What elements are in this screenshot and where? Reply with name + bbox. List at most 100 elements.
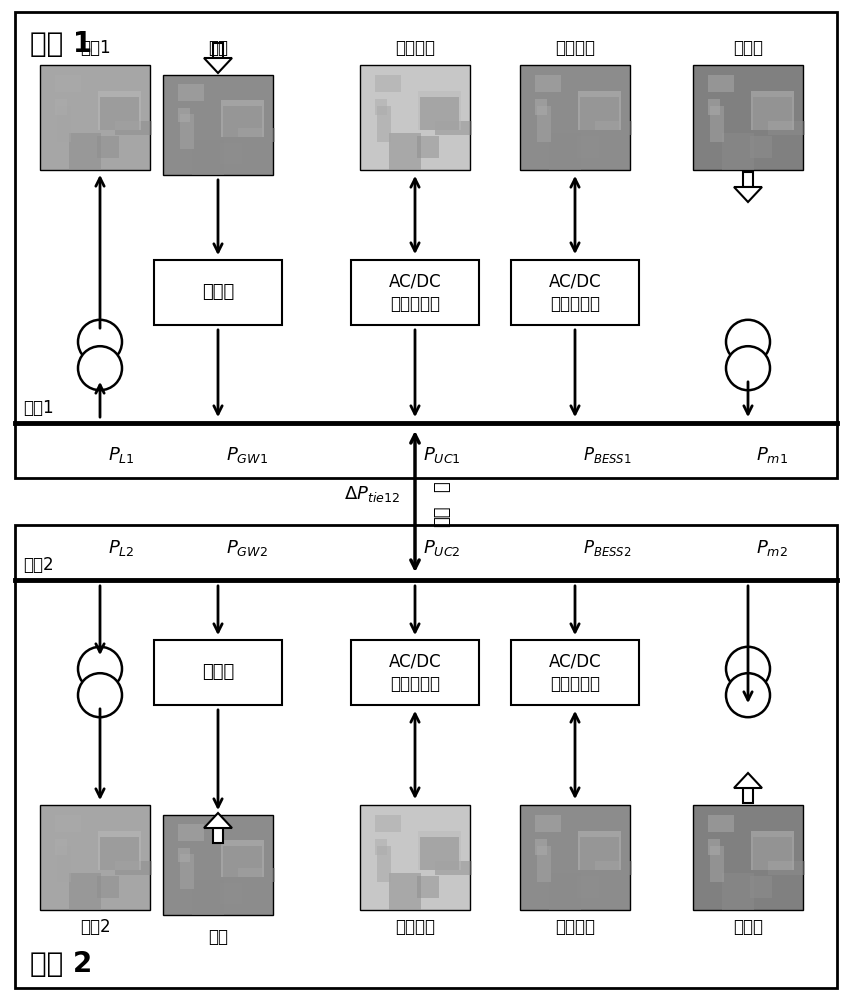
Bar (55, 75, 81, 92)
Bar (221, 143, 242, 164)
Bar (534, 815, 561, 832)
Bar (375, 99, 388, 115)
Bar (435, 861, 472, 875)
Text: 双向转换器: 双向转换器 (390, 295, 440, 313)
Bar (538, 846, 550, 882)
Bar (722, 133, 754, 170)
Bar (15, 12, 837, 478)
Text: $\it{P}_{UC2}$: $\it{P}_{UC2}$ (423, 538, 461, 558)
Text: 储能电池: 储能电池 (555, 918, 595, 936)
Circle shape (726, 346, 770, 390)
Bar (751, 91, 794, 130)
Bar (360, 805, 470, 910)
Bar (238, 128, 275, 142)
Bar (751, 831, 794, 870)
Bar (213, 43, 222, 58)
Text: $\it{P}_{L1}$: $\it{P}_{L1}$ (108, 445, 135, 465)
Bar (751, 136, 772, 158)
Bar (596, 121, 632, 135)
Bar (435, 121, 472, 135)
Bar (222, 100, 264, 137)
Text: $\Delta \it{P}_{tie12}$: $\Delta \it{P}_{tie12}$ (344, 484, 400, 504)
Bar (55, 99, 67, 115)
Text: 双向转换器: 双向转换器 (550, 675, 600, 693)
Text: $\it{P}_{UC1}$: $\it{P}_{UC1}$ (423, 445, 461, 465)
Bar (549, 873, 581, 910)
Bar (579, 91, 621, 130)
Polygon shape (734, 773, 762, 788)
Bar (192, 880, 224, 915)
Bar (154, 260, 282, 325)
Bar (375, 75, 401, 92)
Bar (751, 876, 772, 898)
Bar (534, 75, 561, 92)
Bar (115, 861, 152, 875)
Bar (520, 65, 630, 170)
Bar (238, 868, 275, 882)
Text: AC/DC: AC/DC (389, 653, 441, 671)
Bar (520, 805, 630, 910)
Bar (752, 837, 792, 870)
Text: 变压器: 变压器 (202, 283, 234, 301)
Text: $\it{P}_{L2}$: $\it{P}_{L2}$ (108, 538, 135, 558)
Bar (57, 846, 71, 882)
Text: 络线: 络线 (433, 506, 451, 527)
Bar (389, 133, 421, 170)
Bar (154, 640, 282, 705)
Bar (55, 839, 67, 855)
Text: 化石能: 化石能 (733, 39, 763, 57)
Bar (100, 97, 139, 130)
Bar (221, 883, 242, 904)
Bar (511, 260, 639, 325)
Text: 风能: 风能 (208, 39, 228, 57)
Text: AC/DC: AC/DC (389, 273, 441, 291)
Bar (418, 831, 462, 870)
Text: 区域 2: 区域 2 (30, 950, 92, 978)
Bar (535, 99, 548, 115)
Text: 负荷2: 负荷2 (80, 918, 110, 936)
Text: $\it{P}_{m2}$: $\it{P}_{m2}$ (756, 538, 788, 558)
Bar (722, 873, 754, 910)
Bar (693, 65, 803, 170)
Bar (511, 640, 639, 705)
Polygon shape (204, 813, 232, 828)
Bar (163, 815, 273, 915)
Bar (744, 172, 752, 187)
Text: 联: 联 (433, 481, 451, 492)
Polygon shape (734, 187, 762, 202)
Text: $\it{P}_{m1}$: $\it{P}_{m1}$ (756, 445, 788, 465)
Bar (578, 876, 599, 898)
Text: AC/DC: AC/DC (549, 273, 602, 291)
Text: $\it{P}_{BESS1}$: $\it{P}_{BESS1}$ (583, 445, 631, 465)
Bar (377, 846, 390, 882)
Polygon shape (204, 58, 232, 73)
Text: $\it{P}_{GW2}$: $\it{P}_{GW2}$ (226, 538, 268, 558)
Circle shape (726, 647, 770, 691)
Bar (177, 824, 204, 841)
Bar (708, 815, 734, 832)
Bar (192, 140, 224, 175)
Text: 变压器: 变压器 (202, 663, 234, 681)
Bar (181, 854, 193, 889)
Bar (419, 837, 459, 870)
Bar (68, 873, 101, 910)
Bar (181, 114, 193, 149)
Bar (579, 837, 619, 870)
Circle shape (726, 320, 770, 364)
Text: 风能: 风能 (208, 928, 228, 946)
Bar (711, 106, 723, 142)
Bar (579, 97, 619, 130)
Bar (377, 106, 390, 142)
Text: 母线1: 母线1 (23, 399, 54, 417)
Text: $\it{P}_{GW1}$: $\it{P}_{GW1}$ (226, 445, 268, 465)
Bar (769, 121, 805, 135)
Bar (55, 815, 81, 832)
Bar (708, 839, 721, 855)
Bar (97, 136, 119, 158)
Bar (596, 861, 632, 875)
Bar (177, 84, 204, 101)
Bar (711, 846, 723, 882)
Bar (360, 65, 470, 170)
Text: 区域 1: 区域 1 (30, 30, 92, 58)
Bar (222, 106, 262, 137)
